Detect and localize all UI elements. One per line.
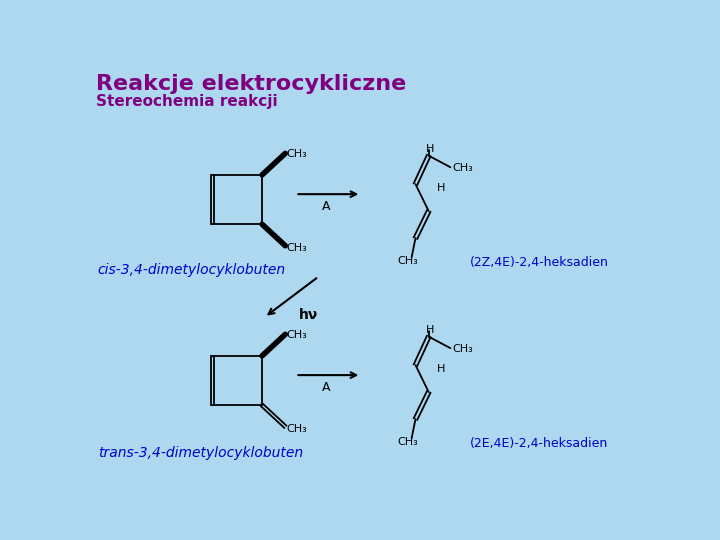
Text: hν: hν <box>300 308 318 322</box>
Text: Reakcje elektrocykliczne: Reakcje elektrocykliczne <box>96 74 407 94</box>
Text: H: H <box>437 184 446 193</box>
Text: CH₃: CH₃ <box>287 242 307 253</box>
Text: CH₃: CH₃ <box>287 330 307 340</box>
Text: CH₃: CH₃ <box>397 437 418 447</box>
Text: CH₃: CH₃ <box>452 343 472 354</box>
Text: H: H <box>437 364 446 374</box>
Text: trans-3,4-dimetylocyklobuten: trans-3,4-dimetylocyklobuten <box>98 446 303 460</box>
Text: (2E,4E)-2,4-heksadien: (2E,4E)-2,4-heksadien <box>469 437 608 450</box>
Text: A: A <box>322 381 330 394</box>
Text: (2Z,4E)-2,4-heksadien: (2Z,4E)-2,4-heksadien <box>469 256 608 269</box>
Text: CH₃: CH₃ <box>287 423 307 434</box>
Text: CH₃: CH₃ <box>287 148 307 159</box>
Text: cis-3,4-dimetylocyklobuten: cis-3,4-dimetylocyklobuten <box>98 264 286 278</box>
Text: Stereochemia reakcji: Stereochemia reakcji <box>96 94 278 109</box>
Text: H: H <box>426 325 434 335</box>
Text: CH₃: CH₃ <box>397 256 418 266</box>
Text: A: A <box>322 200 330 213</box>
Text: CH₃: CH₃ <box>452 163 472 173</box>
Text: H: H <box>426 144 434 154</box>
